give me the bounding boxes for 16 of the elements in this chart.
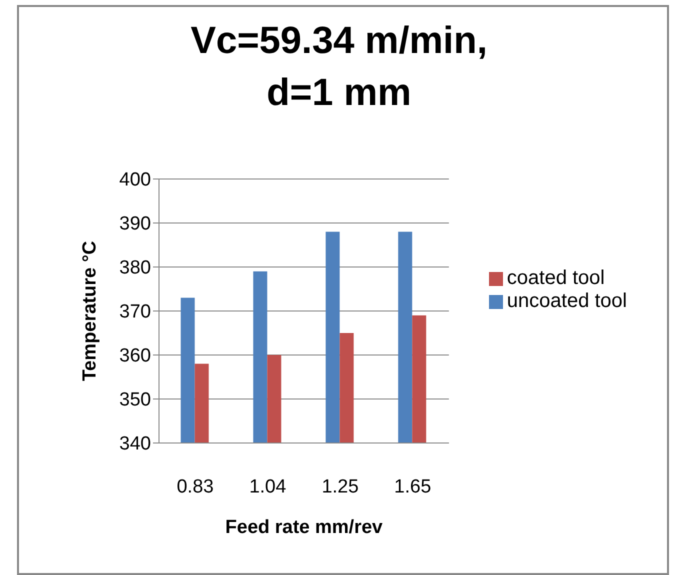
y-tick-label: 390 <box>119 214 151 235</box>
y-tick-label: 400 <box>119 170 151 191</box>
y-tick-label: 380 <box>119 258 151 279</box>
x-tick-label: 1.65 <box>394 476 432 498</box>
x-tick-label: 1.25 <box>322 476 359 498</box>
x-axis-title: Feed rate mm/rev <box>225 517 384 538</box>
legend-label: uncoated tool <box>506 290 627 312</box>
x-tick-label: 1.04 <box>249 476 287 498</box>
chart-title: Vc=59.34 m/min, d=1 mm <box>190 19 488 116</box>
y-tick-label: 350 <box>119 390 151 411</box>
legend-label: coated tool <box>506 267 605 289</box>
y-tick-label: 340 <box>119 434 151 455</box>
y-axis-title: Temperature °C <box>80 240 101 382</box>
x-tick-label: 0.83 <box>176 476 214 498</box>
y-tick-label: 370 <box>119 302 151 323</box>
y-tick-label: 360 <box>119 346 151 367</box>
